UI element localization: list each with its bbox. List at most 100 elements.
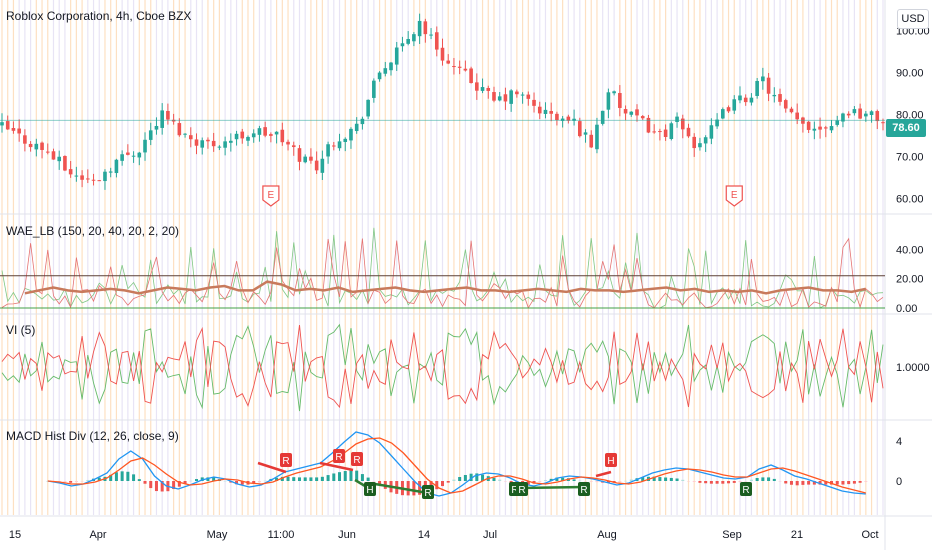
candle[interactable] — [229, 140, 233, 143]
candle[interactable] — [97, 180, 102, 182]
candle[interactable] — [572, 118, 576, 121]
candle[interactable] — [114, 159, 119, 174]
candle[interactable] — [263, 127, 267, 136]
candle[interactable] — [532, 99, 536, 106]
candle[interactable] — [63, 155, 67, 171]
candle[interactable] — [864, 113, 868, 117]
candle[interactable] — [703, 137, 708, 144]
divergence-label[interactable]: R — [280, 453, 292, 467]
candle[interactable] — [377, 72, 382, 80]
candle[interactable] — [618, 93, 622, 108]
candle[interactable] — [211, 140, 216, 147]
candle[interactable] — [595, 124, 599, 150]
candle[interactable] — [429, 34, 433, 36]
candle[interactable] — [789, 108, 794, 113]
candle[interactable] — [143, 139, 147, 153]
candle[interactable] — [383, 68, 388, 74]
divergence-label[interactable]: R — [578, 482, 590, 496]
candle[interactable] — [68, 169, 73, 175]
candle[interactable] — [858, 108, 862, 119]
candle[interactable] — [131, 155, 136, 157]
candle[interactable] — [841, 113, 845, 122]
candle[interactable] — [286, 141, 290, 145]
candle[interactable] — [45, 151, 50, 153]
candle[interactable] — [766, 77, 771, 94]
candle[interactable] — [120, 154, 124, 161]
candle[interactable] — [34, 143, 39, 150]
candle[interactable] — [40, 142, 44, 150]
candle[interactable] — [818, 126, 822, 130]
candle[interactable] — [297, 148, 302, 162]
candle[interactable] — [177, 123, 182, 136]
candle[interactable] — [274, 131, 279, 135]
candle[interactable] — [709, 125, 714, 139]
candle[interactable] — [721, 109, 725, 119]
candle[interactable] — [515, 91, 519, 95]
candle[interactable] — [606, 92, 611, 110]
candle[interactable] — [635, 109, 639, 116]
candle[interactable] — [314, 160, 319, 171]
candle[interactable] — [555, 113, 559, 121]
candle[interactable] — [469, 68, 473, 84]
candle[interactable] — [549, 111, 553, 114]
candle[interactable] — [240, 131, 245, 139]
candle[interactable] — [223, 141, 227, 148]
candle[interactable] — [457, 66, 462, 68]
candle[interactable] — [57, 156, 62, 162]
candle[interactable] — [291, 145, 296, 148]
divergence-label[interactable]: H — [605, 453, 617, 467]
candle[interactable] — [577, 121, 582, 137]
candle[interactable] — [743, 97, 748, 103]
candle[interactable] — [257, 128, 262, 135]
candle[interactable] — [452, 66, 456, 68]
candle[interactable] — [269, 134, 273, 136]
candle[interactable] — [640, 116, 645, 119]
candle[interactable] — [337, 141, 342, 149]
candle[interactable] — [5, 121, 10, 130]
candle[interactable] — [698, 143, 702, 148]
candle[interactable] — [349, 128, 353, 141]
candle[interactable] — [446, 60, 451, 64]
candle[interactable] — [234, 133, 239, 140]
divergence-label[interactable]: R — [351, 452, 363, 466]
candle[interactable] — [303, 156, 308, 163]
candle[interactable] — [137, 152, 142, 158]
candle[interactable] — [326, 144, 330, 157]
candle[interactable] — [749, 97, 754, 103]
divergence-label[interactable]: R — [740, 482, 752, 496]
divergence-label[interactable]: R — [422, 485, 434, 499]
candle[interactable] — [343, 138, 348, 142]
candle[interactable] — [246, 136, 250, 141]
candle[interactable] — [366, 99, 370, 117]
candle[interactable] — [480, 87, 485, 91]
candle[interactable] — [463, 68, 468, 71]
candle[interactable] — [566, 116, 571, 121]
candle[interactable] — [80, 175, 84, 180]
candle[interactable] — [623, 109, 628, 114]
candle[interactable] — [394, 47, 399, 65]
candle[interactable] — [646, 117, 651, 133]
candle[interactable] — [612, 91, 616, 94]
candle[interactable] — [658, 131, 662, 133]
candle[interactable] — [91, 179, 96, 181]
candle[interactable] — [852, 109, 857, 114]
candle[interactable] — [417, 20, 422, 37]
candle[interactable] — [372, 80, 376, 98]
candle[interactable] — [51, 151, 56, 160]
candle[interactable] — [217, 146, 222, 148]
candle[interactable] — [726, 107, 731, 112]
candle[interactable] — [600, 110, 605, 124]
candle[interactable] — [846, 113, 851, 116]
candle[interactable] — [686, 127, 691, 137]
candle[interactable] — [206, 139, 210, 142]
divergence-label[interactable]: R — [333, 449, 345, 463]
candle[interactable] — [692, 136, 697, 149]
vi-pane[interactable]: 1.0000 — [1, 323, 930, 412]
candle[interactable] — [583, 132, 588, 135]
candle[interactable] — [148, 130, 153, 140]
candle[interactable] — [783, 100, 788, 109]
candle[interactable] — [761, 76, 765, 82]
candle[interactable] — [194, 139, 199, 146]
